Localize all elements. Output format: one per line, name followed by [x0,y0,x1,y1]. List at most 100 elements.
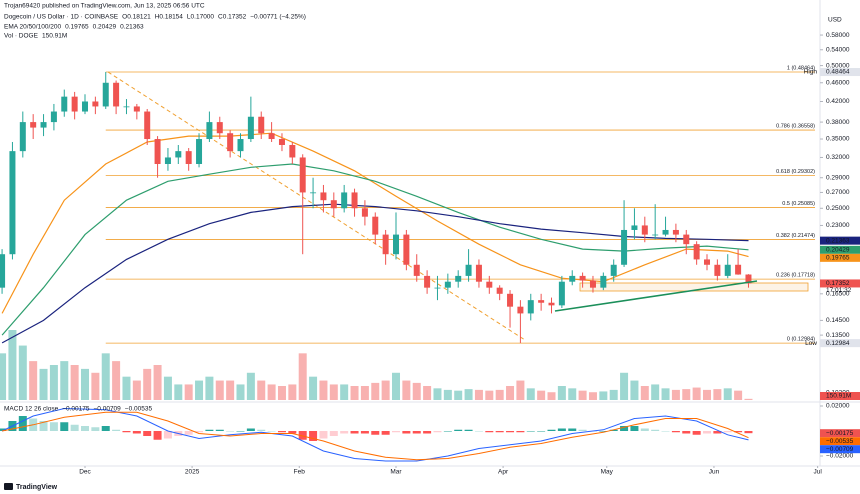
y-tick-label: 0.50000 [826,62,850,69]
macd-histogram-bar [101,426,110,431]
ohlc-legend: C0.17352 [218,14,247,21]
volume-label: Vol · DOGE [4,33,39,40]
countdown: 17:01:32 [826,287,852,294]
macd-histogram-bar [49,422,58,431]
candle-body [133,106,140,112]
low-tag: 0.12984 [826,340,850,347]
macd-histogram-bar [143,431,152,436]
macd-histogram-bar [651,429,660,431]
volume-bar [588,392,597,400]
volume-bar [174,384,183,400]
ema-price-tag-box [820,253,860,262]
candle-body [237,139,244,152]
low-text: Low [805,340,817,347]
candle-body [735,264,742,275]
candle-body [714,264,721,276]
x-tick-label: Mar [390,469,402,476]
macd-line [1,407,749,462]
volume-bar [495,389,504,400]
ema-legend-value: 0.21363 [120,24,144,31]
macd-histogram-bar [423,431,432,434]
candle-body [30,122,37,128]
candle-body [455,275,462,282]
candle-body [19,122,26,152]
volume-bar [153,365,162,400]
macd-histogram-bar [195,431,204,433]
volume-bar [568,388,577,400]
volume-bar [91,372,100,400]
volume-bar [81,368,90,400]
branding: TradingView [4,483,58,491]
macd-histogram-bar [495,431,504,433]
x-tick-label: 2025 [185,469,200,476]
candle-body [672,229,679,235]
macd-histogram-bar [215,429,224,431]
volume-bar [454,390,463,400]
x-tick-label: Feb [294,469,306,476]
y-tick-label: 0.58000 [826,32,850,39]
candle-body [745,274,752,284]
volume-bar [246,372,255,400]
volume-bar [18,345,27,400]
plot-layer: 0.58000 0.54000 0.50000 0.46000 0.42000 0.380… [0,32,854,476]
candle-body [724,264,731,276]
macd-histogram-bar [640,428,649,431]
candle-body [164,157,171,165]
macd-histogram-bar [153,431,162,440]
candle-body [382,234,389,255]
volume-bar [651,384,660,400]
macd-histogram-bar [599,431,608,432]
volume-bar [392,372,401,400]
macd-histogram-bar [578,429,587,431]
macd-histogram-bar [547,429,556,431]
candle-body [341,192,348,209]
volume-tag-box [820,392,860,400]
candle-body [299,157,306,193]
macd-histogram-bar [18,416,27,431]
y-tick-label: 0.42000 [826,98,850,105]
macd-histogram-bar [526,431,535,432]
y-tick-label: 0.23000 [826,222,850,229]
macd-histogram-tag: −0.00175 [826,430,854,437]
macd-histogram-bar [350,431,359,434]
candle-body [413,264,420,276]
candle-body [393,234,400,255]
volume-bar [443,389,452,400]
candle-body [475,264,482,282]
volume-tag: 150.91M [826,393,851,400]
candle-body [9,151,16,255]
y-tick-label: 0.14500 [826,317,850,324]
macd-histogram-bar [402,431,411,434]
macd-histogram-bar [682,431,691,434]
candle-body [434,287,441,289]
candle-body [403,234,410,265]
macd-histogram-bar [433,431,442,433]
candle-body [61,96,68,112]
ohlc-legend: −0.00771 (−4.25%) [250,14,306,21]
macd-label: MACD 12 26 close [4,406,59,413]
volume-bar [692,387,701,400]
y-tick-label: 0.13500 [826,332,850,339]
volume-bar [309,376,318,400]
candle-body [486,281,493,288]
diagonal-trend-line [107,71,526,341]
chart-title: Dogecoin / US Dollar · 1D · COINBASE [4,14,119,21]
macd-histogram-bar [485,431,494,433]
macd-histogram-bar [39,421,48,431]
candle-body [82,101,89,112]
candle-body [444,281,451,288]
macd-line [2,411,749,461]
y-tick-label: 0.29000 [826,174,850,181]
candle-body [600,275,607,288]
x-tick-label: May [601,469,614,476]
high-tag: 0.48464 [826,69,850,76]
candle-body [320,192,327,201]
last-price-tag: 0.17352 [826,280,850,287]
macd-histogram-bar [132,431,141,434]
candle-body [278,139,285,145]
volume-bar [537,390,546,400]
y-tick-label: 0.16500 [826,291,850,298]
macd-histogram-bar [112,429,121,431]
volume-bar [682,389,691,400]
macd-histogram-bar [744,431,753,434]
